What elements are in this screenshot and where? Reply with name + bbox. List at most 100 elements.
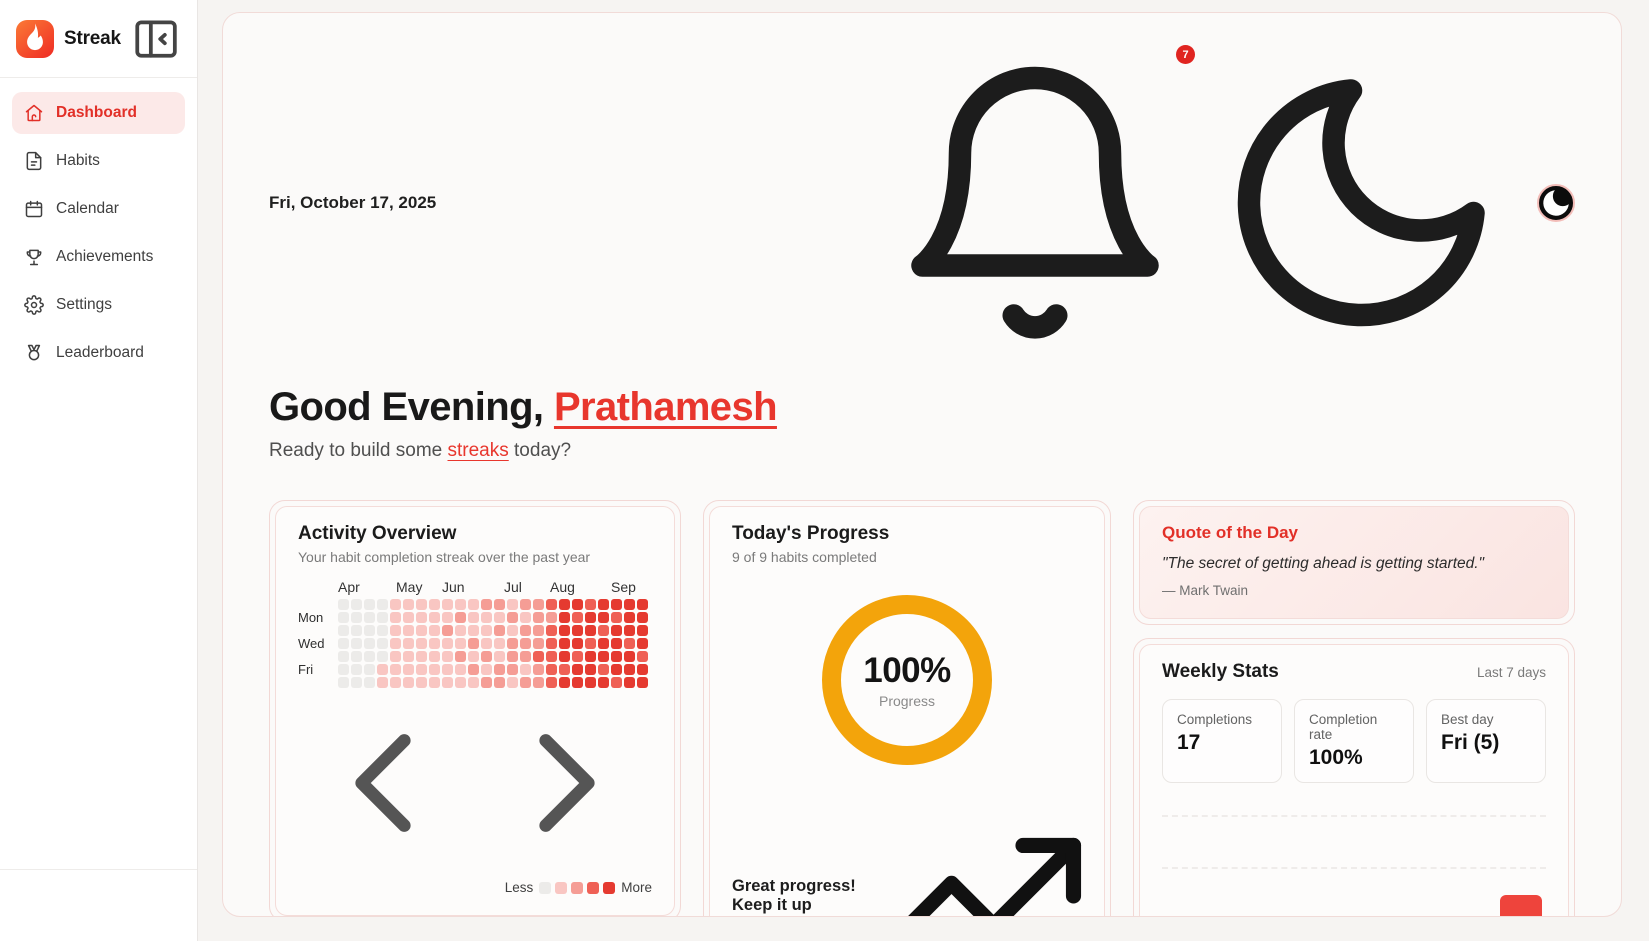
heatmap-cell	[390, 625, 401, 636]
heatmap-cell	[377, 664, 388, 675]
heatmap-cell	[507, 599, 518, 610]
heatmap-cell	[481, 599, 492, 610]
legend-swatch	[555, 881, 568, 894]
heatmap-cell	[559, 612, 570, 623]
sidebar-footer	[0, 869, 197, 941]
heatmap-cell	[559, 677, 570, 688]
heatmap-cell	[520, 638, 531, 649]
notifications-button[interactable]: 7	[885, 45, 1195, 353]
heatmap-cell	[338, 677, 349, 688]
streaks-link[interactable]: streaks	[447, 440, 509, 461]
heatmap-cell	[429, 677, 440, 688]
heatmap-cell	[468, 677, 479, 688]
quote-title: Quote of the Day	[1162, 523, 1299, 542]
heatmap-cell	[598, 625, 609, 636]
heatmap-cell	[481, 625, 492, 636]
heatmap-day-label	[298, 677, 338, 688]
heatmap-cell	[585, 677, 596, 688]
sidebar-item-label: Habits	[56, 152, 100, 170]
heatmap-cell	[533, 638, 544, 649]
heatmap-cell	[390, 638, 401, 649]
bar-fri	[1499, 895, 1542, 916]
today-title: Today's Progress	[732, 523, 890, 544]
heatmap-cell	[429, 664, 440, 675]
weekly-stats-card: Weekly Stats Last 7 days Completions 17 Co…	[1133, 638, 1575, 916]
heatmap-cell	[520, 612, 531, 623]
heatmap-scroll-right-icon[interactable]	[482, 698, 652, 868]
greeting-subtitle: Ready to build some streaks today?	[269, 440, 572, 461]
heatmap-day-label	[298, 651, 338, 662]
heatmap-cell	[559, 625, 570, 636]
heatmap-cell	[442, 664, 453, 675]
heatmap-cell	[416, 677, 427, 688]
heatmap-cell	[468, 612, 479, 623]
heatmap-cell	[351, 677, 362, 688]
heatmap-cell	[546, 638, 557, 649]
heatmap-cell	[624, 599, 635, 610]
stat-label: Best day	[1441, 712, 1494, 727]
theme-toggle-button[interactable]	[1211, 53, 1511, 353]
heatmap-cell	[377, 677, 388, 688]
today-subtitle: 9 of 9 habits completed	[732, 549, 877, 565]
bell-icon	[885, 53, 1185, 353]
heatmap-cell	[637, 599, 648, 610]
medal-icon	[24, 343, 44, 363]
weekly-stats-title: Weekly Stats	[1162, 661, 1279, 682]
activity-overview-card: Activity Overview Your habit completion …	[269, 500, 681, 916]
sidebar-item-leaderboard[interactable]: Leaderboard	[12, 332, 185, 374]
heatmap-cell	[481, 664, 492, 675]
heatmap-cell	[585, 625, 596, 636]
heatmap-cell	[624, 638, 635, 649]
heatmap-cell	[364, 677, 375, 688]
sidebar-item-label: Leaderboard	[56, 344, 144, 362]
sidebar-item-achievements[interactable]: Achievements	[12, 236, 185, 278]
heatmap-cell	[416, 664, 427, 675]
heatmap-cell	[351, 599, 362, 610]
legend-swatch	[603, 881, 616, 894]
quote-text: "The secret of getting ahead is getting …	[1162, 555, 1485, 572]
topbar: Fri, October 17, 2025 7	[269, 45, 1575, 353]
heatmap-cell	[364, 651, 375, 662]
heatmap-day-label: Wed	[298, 636, 325, 651]
heatmap-cell	[507, 638, 518, 649]
stat-box-best-day: Best day Fri (5)	[1426, 699, 1546, 783]
heatmap-cell	[507, 677, 518, 688]
heatmap-cell	[403, 638, 414, 649]
heatmap-cell	[533, 651, 544, 662]
quote-card: Quote of the Day "The secret of getting …	[1133, 500, 1575, 625]
heatmap-cell	[507, 664, 518, 675]
current-date: Fri, October 17, 2025	[269, 193, 437, 212]
heatmap-cell	[598, 677, 609, 688]
heatmap-cell	[468, 625, 479, 636]
heatmap-cell	[585, 638, 596, 649]
heatmap-month-label: May	[396, 579, 423, 595]
sidebar-item-settings[interactable]: Settings	[12, 284, 185, 326]
heatmap-cell	[390, 677, 401, 688]
user-name-link[interactable]: Prathamesh	[553, 385, 778, 429]
heatmap-month-label: Jul	[504, 579, 522, 595]
heatmap-cell	[390, 664, 401, 675]
heatmap-cell	[598, 664, 609, 675]
user-avatar[interactable]	[1537, 184, 1575, 222]
heatmap-cell	[364, 625, 375, 636]
calendar-icon	[24, 199, 44, 219]
todays-progress-card: Today's Progress 9 of 9 habits completed…	[703, 500, 1111, 916]
activity-heatmap: Apr May Jun Jul Aug Sep Mon Wed Fri Less	[298, 579, 652, 895]
heatmap-cell	[442, 625, 453, 636]
heatmap-cell	[637, 625, 648, 636]
legend-swatch	[539, 881, 552, 894]
stat-label: Completions	[1177, 712, 1253, 727]
legend-more-label: More	[621, 880, 652, 895]
heatmap-scroll-left-icon[interactable]	[298, 698, 468, 868]
sidebar-item-dashboard[interactable]: Dashboard	[12, 92, 185, 135]
heatmap-cell	[351, 651, 362, 662]
heatmap-cell	[338, 638, 349, 649]
heatmap-cell	[598, 612, 609, 623]
sidebar-item-calendar[interactable]: Calendar	[12, 188, 185, 230]
heatmap-cell	[546, 651, 557, 662]
panel-collapse-icon	[131, 14, 181, 64]
sidebar-collapse-button[interactable]	[131, 14, 181, 64]
heatmap-cell	[442, 677, 453, 688]
sidebar-item-habits[interactable]: Habits	[12, 140, 185, 182]
heatmap-month-label: Sep	[611, 579, 636, 595]
